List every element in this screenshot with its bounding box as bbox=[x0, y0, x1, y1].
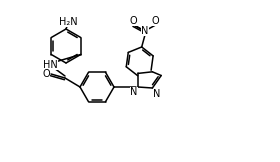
Text: O: O bbox=[130, 16, 137, 26]
Text: H₂N: H₂N bbox=[59, 17, 77, 27]
Text: HN: HN bbox=[43, 60, 57, 70]
Text: N: N bbox=[153, 89, 160, 99]
Text: O: O bbox=[42, 69, 50, 79]
Text: N: N bbox=[141, 26, 148, 36]
Text: N: N bbox=[130, 87, 138, 97]
Text: O: O bbox=[152, 16, 160, 26]
